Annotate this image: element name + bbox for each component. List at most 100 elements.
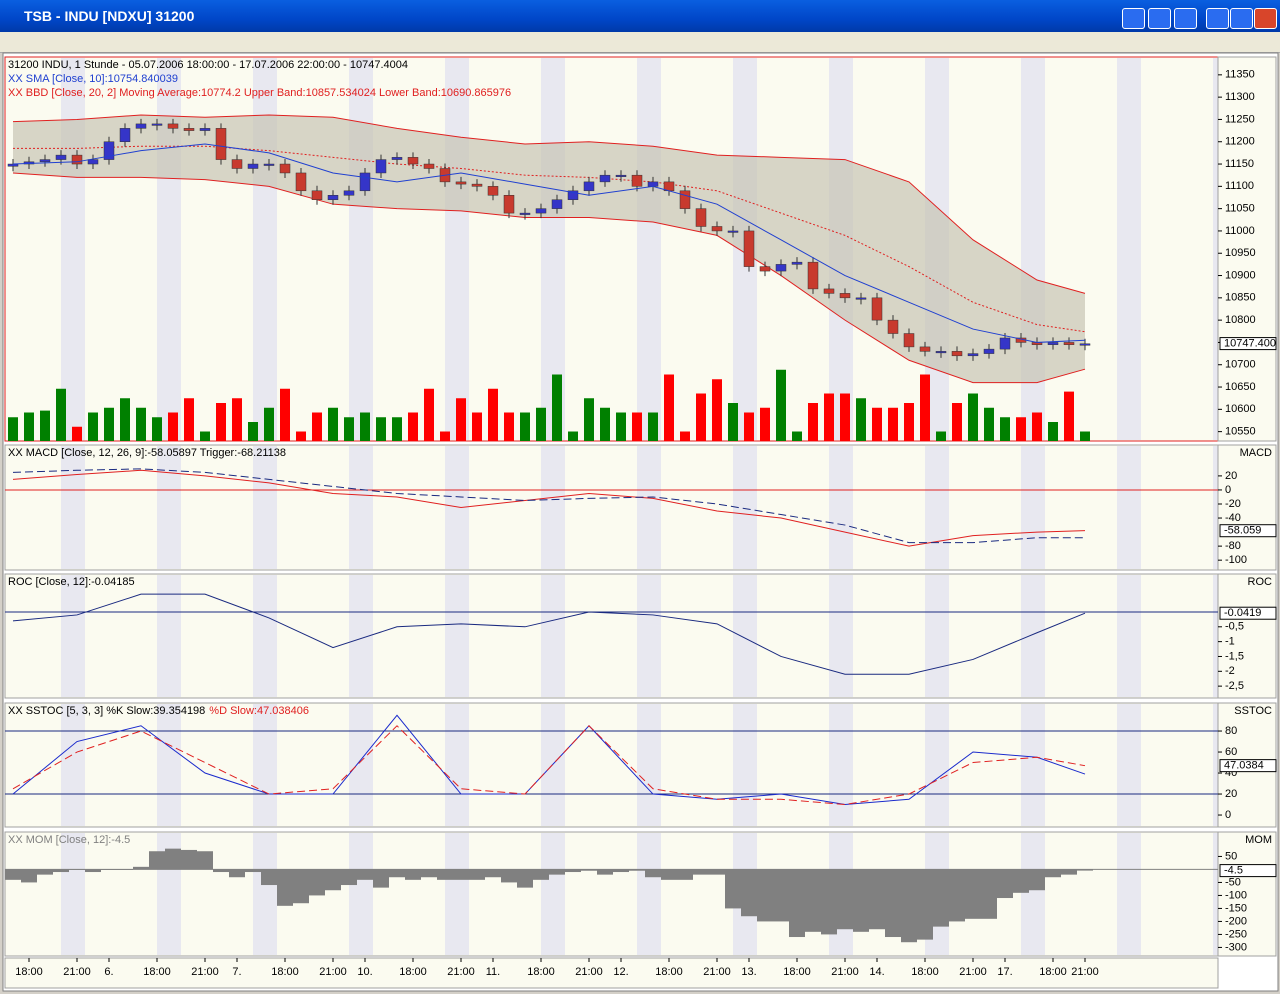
candle [151, 123, 163, 126]
candle [807, 261, 819, 290]
momentum-bar [885, 869, 901, 938]
volume-bar [552, 374, 562, 441]
legend-text: 31200 INDU, 1 Stunde - 05.07.2006 18:00:… [8, 59, 408, 71]
session-stripe [1117, 704, 1141, 826]
x-tick-label: 21:00 [1071, 966, 1099, 978]
momentum-bar [709, 869, 725, 875]
last-value-box [1219, 524, 1277, 538]
volume-bar [696, 393, 706, 441]
momentum-bar [965, 869, 981, 919]
momentum-bar [389, 869, 405, 878]
candle [263, 163, 275, 166]
volume-bar [456, 398, 466, 441]
axis-bg [1217, 444, 1277, 571]
momentum-bar [805, 869, 821, 932]
last-value-box [1219, 759, 1277, 773]
volume-bar [88, 412, 98, 441]
volume-bar [648, 412, 658, 441]
session-stripe [445, 833, 469, 955]
volume-bar [152, 417, 162, 441]
candle [759, 266, 771, 272]
momentum-bar [661, 869, 677, 880]
session-stripe [541, 446, 565, 569]
window-button[interactable] [1122, 8, 1145, 29]
momentum-bar [469, 869, 485, 880]
candle [55, 154, 67, 160]
panel-bg [4, 702, 1219, 828]
volume-bar [248, 422, 258, 441]
session-stripe [541, 833, 565, 955]
volume-bar [952, 403, 962, 441]
momentum-bar [485, 869, 501, 878]
volume-bar [392, 417, 402, 441]
session-stripe [1117, 575, 1141, 697]
candle [71, 154, 83, 165]
volume-bar [184, 398, 194, 441]
candle [327, 195, 339, 200]
candle [1047, 342, 1059, 345]
momentum-bar [693, 869, 709, 875]
x-tick-label: 11. [486, 966, 500, 978]
volume-bar [232, 398, 242, 441]
candle [567, 190, 579, 200]
momentum-bar [85, 869, 101, 873]
volume-bar [792, 431, 802, 441]
y-tick-label: 10850 [1225, 292, 1256, 304]
momentum-bar [853, 869, 869, 932]
momentum-bar [1045, 869, 1061, 878]
session-stripe [637, 833, 661, 955]
volume-bar [104, 407, 114, 441]
volume-bar [760, 407, 770, 441]
volume-bar [616, 412, 626, 441]
maximize-button[interactable] [1230, 8, 1253, 29]
candle [887, 319, 899, 334]
y-tick-label: 50 [1225, 850, 1237, 862]
title-bar: TSB - INDU [NDXU] 31200 [0, 0, 1280, 32]
momentum-bar [565, 869, 581, 873]
legend-text: %D Slow:47.038406 [209, 705, 309, 717]
session-stripe [637, 704, 661, 826]
session-stripe [445, 575, 469, 697]
volume-bar [808, 403, 818, 441]
minimize-button[interactable] [1206, 8, 1229, 29]
x-tick-label: 18:00 [399, 966, 427, 978]
y-tick-label: 11250 [1225, 113, 1255, 125]
volume-bar [904, 403, 914, 441]
session-stripe [349, 58, 373, 440]
candle [855, 297, 867, 300]
axis-bg [1217, 573, 1277, 699]
legend-text: XX SMA [Close, 10]:10754.840039 [8, 73, 178, 85]
x-tick-label: 21:00 [319, 966, 347, 978]
volume-bar [520, 412, 530, 441]
y-tick-label: 10600 [1225, 403, 1256, 415]
momentum-bar [261, 869, 277, 886]
volume-bar [136, 407, 146, 441]
window-button[interactable] [1148, 8, 1171, 29]
momentum-bar [149, 851, 165, 870]
momentum-bar [357, 869, 373, 880]
indicator-line [12, 469, 1086, 547]
y-tick-label: 11100 [1225, 180, 1254, 192]
y-tick-label: 10800 [1225, 314, 1256, 326]
momentum-bar [325, 869, 341, 891]
momentum-bar [821, 869, 837, 935]
volume-bar [1032, 412, 1042, 441]
window-button[interactable] [1174, 8, 1197, 29]
momentum-bar [1061, 869, 1077, 875]
session-stripe [1021, 704, 1045, 826]
candle [247, 163, 259, 169]
candle [487, 186, 499, 196]
candle [231, 159, 243, 169]
close-button[interactable] [1254, 8, 1277, 29]
y-tick-label: 10700 [1225, 359, 1256, 371]
momentum-bar [741, 869, 757, 917]
candle [455, 181, 467, 185]
x-tick-label: 17. [997, 966, 1012, 978]
candle [215, 128, 227, 160]
candle [775, 264, 787, 272]
volume-bar [840, 393, 850, 441]
momentum-bar [229, 869, 245, 878]
y-tick-label: 11350 [1225, 69, 1255, 81]
y-tick-label: 0 [1225, 809, 1231, 821]
